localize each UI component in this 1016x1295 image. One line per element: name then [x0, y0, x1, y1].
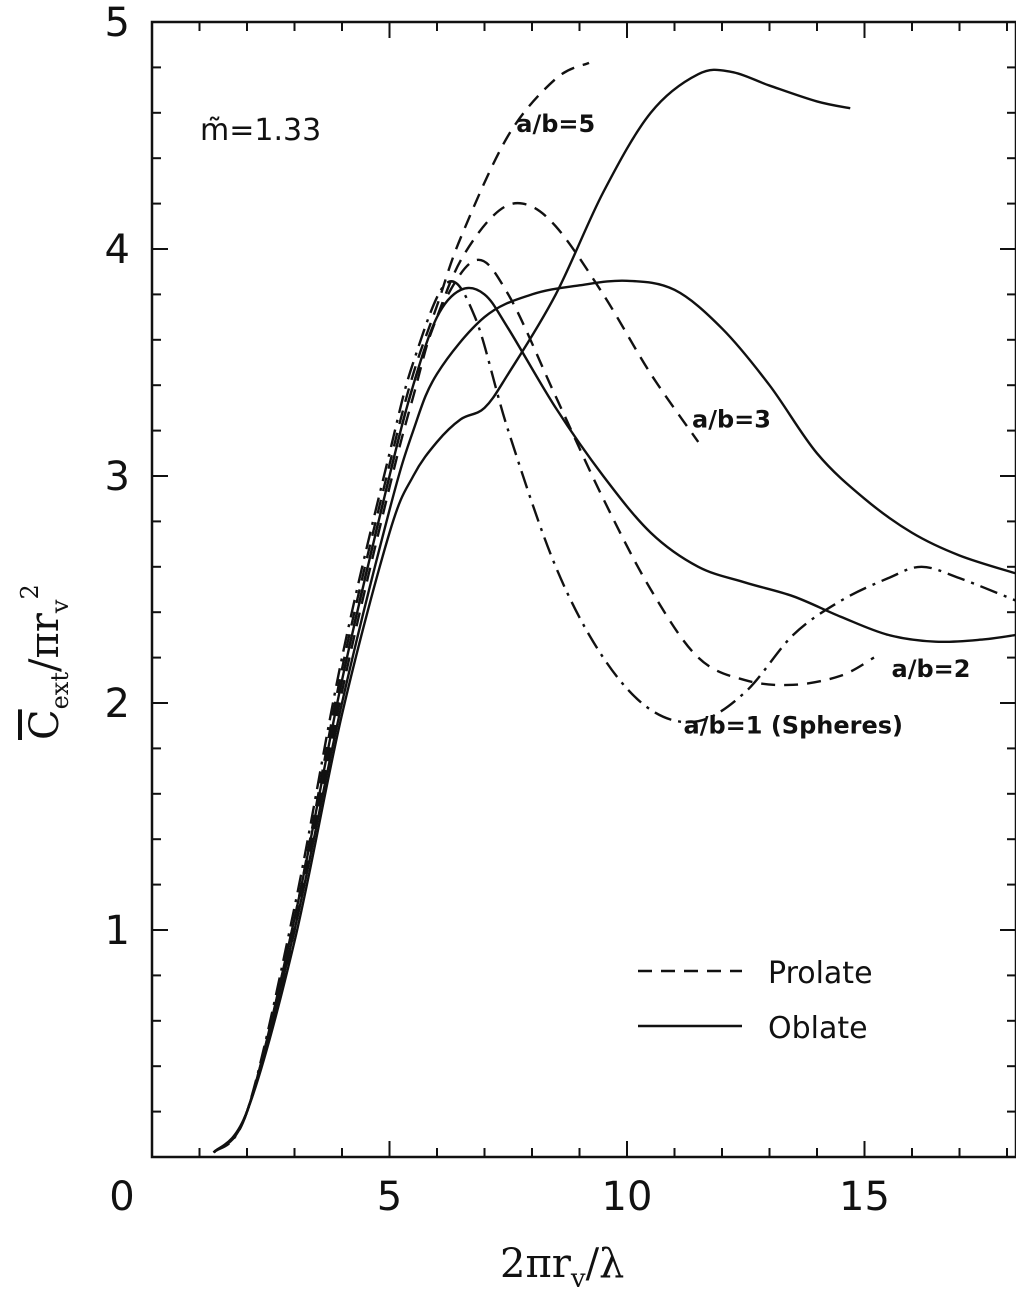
series-layer — [212, 61, 1016, 1154]
plot-frame — [150, 20, 1016, 1159]
x-tick-label: 10 — [602, 1174, 653, 1220]
y-tick-label: 4 — [105, 227, 130, 273]
y-axis-title: Cext/πrv2 — [16, 584, 74, 740]
oblate-series-line — [212, 68, 851, 1154]
x-axis-title: 2πrv/λ — [500, 1241, 624, 1294]
legend-prolate-label: Prolate — [768, 956, 873, 991]
y-tick-label: 3 — [105, 454, 130, 500]
legend-oblate-label: Oblate — [768, 1011, 868, 1046]
y-tick-label: 5 — [105, 0, 130, 46]
oblate-series-line — [212, 286, 1016, 1154]
tick-labels: 0 5 10 15 1 2 3 4 5 — [105, 0, 890, 1220]
legend: Prolate Oblate — [638, 956, 873, 1046]
y-tick-label: 1 — [105, 908, 130, 954]
oblate-series-line — [212, 279, 1016, 1154]
curve-label: a/b=3 — [692, 405, 771, 433]
x-tick-label: 15 — [839, 1174, 890, 1220]
x-tick-label: 0 — [109, 1174, 134, 1220]
refractive-index-annotation: m̃=1.33 — [200, 113, 321, 148]
curve-label: a/b=1 (Spheres) — [684, 712, 903, 740]
curve-labels: a/b=5 a/b=3 a/b=2 a/b=1 (Spheres) — [516, 110, 970, 740]
y-tick-label: 2 — [105, 681, 130, 727]
sphere-series-line — [212, 280, 1016, 1154]
curve-label: a/b=5 — [516, 110, 595, 138]
x-tick-label: 5 — [377, 1174, 402, 1220]
curve-label: a/b=2 — [892, 655, 971, 683]
axis-ticks — [151, 21, 1016, 1158]
